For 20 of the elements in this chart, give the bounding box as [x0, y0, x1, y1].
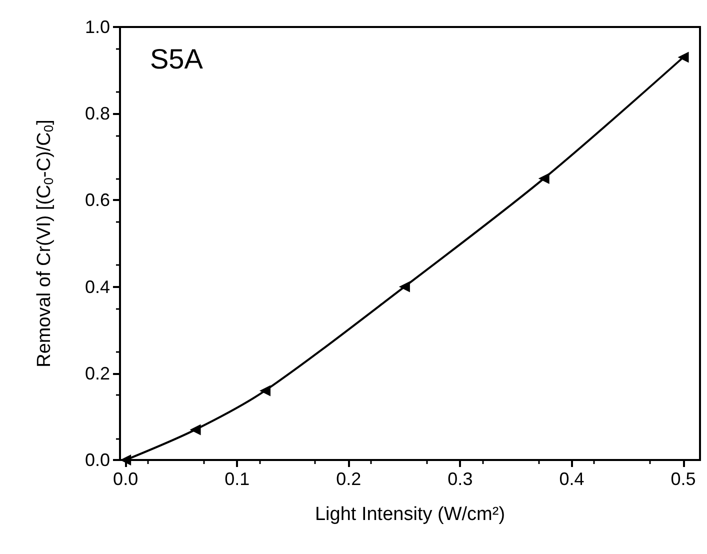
x-tick-label: 0.0	[113, 469, 138, 489]
point	[260, 385, 270, 396]
y-tick-label: 1.0	[84, 17, 110, 37]
y-axis-title: Removal of Cr(VI) [(C0-C)/C0]	[34, 120, 56, 368]
point	[398, 281, 410, 292]
point	[190, 424, 201, 436]
x-axis-title: Light Intensity (W/cm²)	[314, 504, 506, 525]
x-tick-label: 0.2	[336, 469, 362, 489]
point	[678, 52, 689, 63]
point	[538, 173, 550, 184]
y-tick-label: 0.4	[84, 276, 110, 297]
x-tick-label: 0.1	[224, 469, 250, 489]
annotation: S5A	[150, 44, 204, 74]
y-tick-label: 0.6	[84, 190, 110, 210]
x-tick-label: 0.5	[670, 469, 696, 489]
x-tick-label: 0.4	[559, 469, 584, 489]
y-tick-label: 0.2	[84, 363, 110, 384]
y-tick-label: 0.0	[84, 450, 110, 470]
y-tick-label: 0.8	[84, 104, 110, 124]
x-tick-label: 0.3	[448, 469, 473, 489]
